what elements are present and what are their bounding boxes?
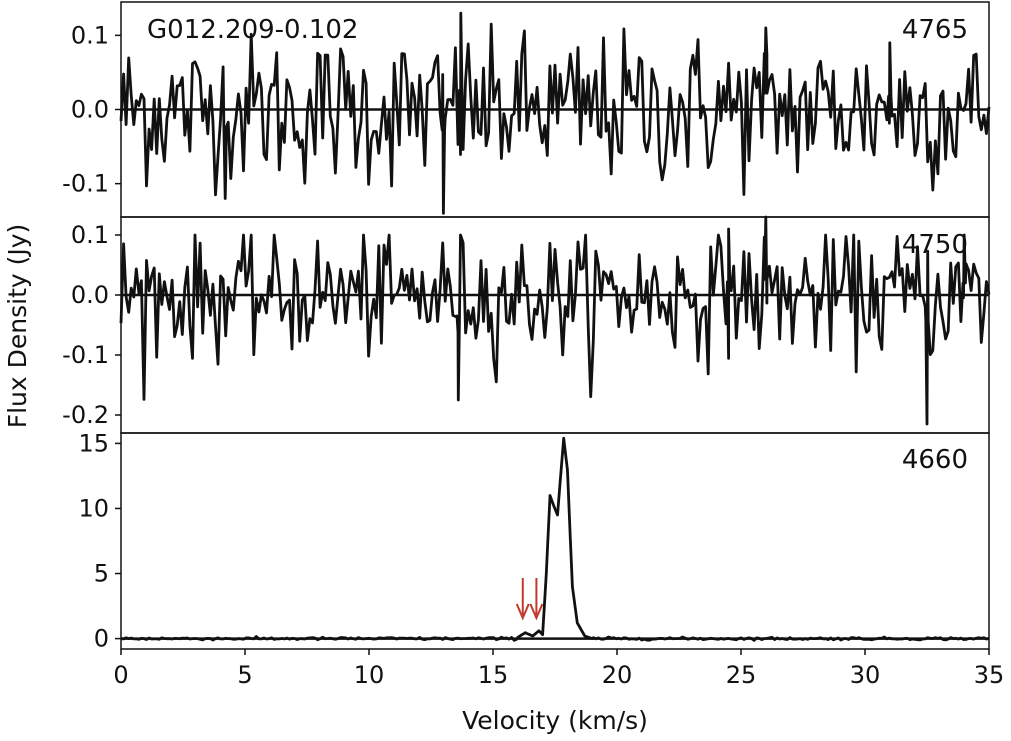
y-tick-label: 0.1 — [71, 21, 109, 49]
y-tick-label: 15 — [78, 429, 109, 457]
x-axis-label: Velocity (km/s) — [462, 706, 648, 735]
arrow-head — [529, 603, 544, 621]
panels-group: 0.1 0.0 -0.1 4765 0.1 0.0 -0.1 -0.2 4750 15 10 5 0 46… — [62, 1, 1005, 689]
x-tick-label: 0 — [113, 661, 128, 689]
panel-frame — [120, 432, 990, 650]
y-tick-label: 10 — [78, 494, 109, 522]
x-tick-label: 20 — [602, 661, 633, 689]
x-tick-label: 35 — [974, 661, 1005, 689]
y-tick-label: 0.0 — [71, 96, 109, 124]
y-tick-label: 0 — [94, 625, 109, 653]
source-label: G012.209-0.102 — [147, 15, 358, 45]
y-tick-label: -0.2 — [62, 401, 109, 429]
x-tick-label: 25 — [726, 661, 757, 689]
spectrum-line-4750 — [119, 215, 991, 426]
panel-label: 4750 — [902, 230, 968, 260]
y-tick-label: -0.1 — [62, 341, 109, 369]
panel-label: 4660 — [902, 445, 968, 475]
panel-4660: 15 10 5 0 4660 — [78, 429, 990, 653]
y-axis-label: Flux Density (Jy) — [3, 224, 32, 429]
y-tick-label: 0.0 — [71, 281, 109, 309]
x-tick-label: 15 — [478, 661, 509, 689]
y-tick-label: -0.1 — [62, 170, 109, 198]
x-tick-label: 10 — [354, 661, 385, 689]
panel-label: 4765 — [902, 15, 968, 45]
arrow-head — [515, 603, 530, 621]
y-tick-label: 0.1 — [71, 221, 109, 249]
spectrum-line-4765 — [119, 11, 991, 215]
x-tick-label: 5 — [237, 661, 252, 689]
panel-4765: 0.1 0.0 -0.1 4765 — [62, 1, 991, 218]
panel-4750: 0.1 0.0 -0.1 -0.2 4750 — [62, 215, 991, 434]
arrow-marker — [515, 578, 530, 621]
y-tick-label: 5 — [94, 560, 109, 588]
spectrum-line-4660 — [120, 436, 990, 642]
x-tick-label: 30 — [850, 661, 881, 689]
arrow-marker — [529, 578, 544, 621]
